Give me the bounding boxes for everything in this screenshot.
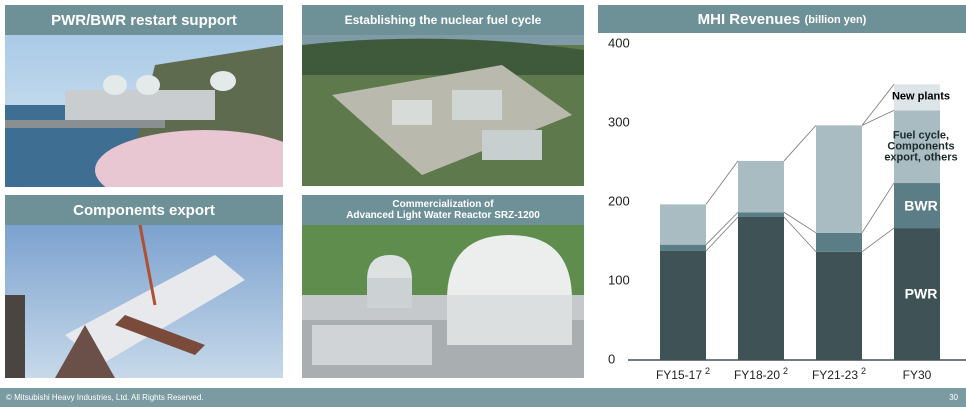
page-number: 30: [949, 393, 958, 402]
connector: [861, 84, 895, 126]
connector: [783, 125, 817, 162]
x-tick-label: FY30: [903, 368, 932, 382]
y-tick-label: 0: [608, 351, 615, 366]
photo: [302, 195, 584, 378]
connector: [861, 227, 895, 253]
photo-panel: Commercialization of Advanced Light Wate…: [302, 195, 584, 378]
panel-title: PWR/BWR restart support: [51, 11, 237, 29]
connector: [705, 211, 739, 245]
series-label: BWR: [904, 197, 938, 214]
bar-segment: [894, 228, 940, 360]
x-tick-label: FY15-17 2: [656, 366, 710, 382]
bar-segment: [738, 160, 784, 213]
footer: © Mitsubishi Heavy Industries, Ltd. All …: [0, 388, 966, 407]
connector: [783, 216, 817, 253]
bar-segment: [660, 244, 706, 251]
bar-segment: [816, 125, 862, 233]
bar-segment: [816, 251, 862, 360]
series-label: New plants: [891, 90, 951, 103]
x-tick-label: FY21-23 2: [812, 366, 866, 382]
photo-panel: Components export: [5, 195, 283, 378]
footnote-marker: 2: [861, 366, 866, 376]
x-tick-label: FY18-20 2: [734, 366, 788, 382]
panel-title: Commercialization of: [392, 199, 494, 210]
y-tick-label: 300: [608, 114, 630, 129]
connector: [783, 211, 817, 234]
connector: [705, 160, 739, 205]
copyright: © Mitsubishi Heavy Industries, Ltd. All …: [6, 393, 204, 402]
category: FY15-17: [656, 368, 702, 382]
chart: MHI Revenues (billion yen) 0 100 200 300 400…: [598, 5, 966, 382]
bar-segment: [738, 212, 784, 218]
panel-title: Establishing the nuclear fuel cycle: [344, 13, 542, 27]
photo-panel: Establishing the nuclear fuel cycle: [302, 5, 584, 186]
chart-title-bar: [598, 5, 966, 33]
y-tick-label: 200: [608, 193, 630, 208]
photo: [5, 195, 283, 378]
category: FY30: [903, 368, 932, 382]
panel-title: Components export: [73, 201, 215, 219]
bar-segment: [816, 232, 862, 252]
footnote-marker: 2: [705, 366, 710, 376]
connector: [705, 216, 739, 252]
y-tick-label: 100: [608, 272, 630, 287]
photo-panel: PWR/BWR restart support: [5, 5, 283, 187]
series-label: Fuel cycle, Components export, others: [884, 129, 958, 164]
chart-title-group: MHI Revenues (billion yen): [698, 11, 867, 28]
bar-segment: [660, 250, 706, 360]
chart-subtitle: (billion yen): [805, 14, 867, 26]
series-label: PWR: [904, 285, 938, 302]
category: FY18-20: [734, 368, 780, 382]
bar-segment: [738, 217, 784, 360]
bar-segment: [894, 110, 940, 184]
bar-segment: [894, 84, 940, 111]
footnote-marker: 2: [783, 366, 788, 376]
category: FY21-23: [812, 368, 858, 382]
y-tick-label: 400: [608, 35, 630, 50]
connector: [861, 182, 895, 234]
chart-title: MHI Revenues: [698, 11, 801, 28]
photo: [5, 5, 283, 187]
connector: [861, 109, 895, 126]
bar-segment: [894, 183, 940, 229]
panel-title: Advanced Light Water Reactor SRZ-1200: [346, 210, 540, 221]
bar-segment: [660, 204, 706, 245]
